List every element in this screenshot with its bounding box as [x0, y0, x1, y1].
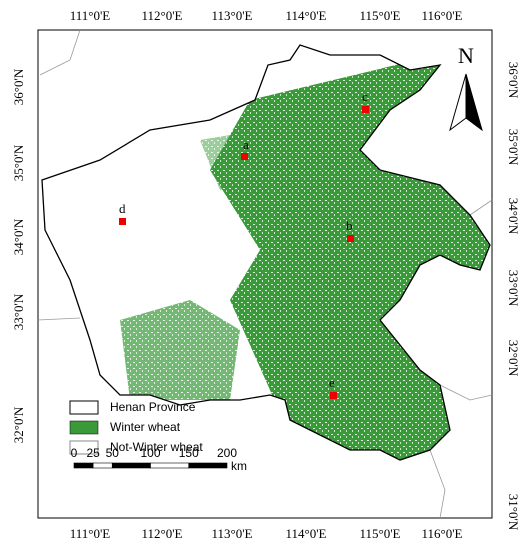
- site-marker: [241, 153, 248, 160]
- north-arrow: N: [449, 43, 483, 132]
- lon-label: 113°0'E: [212, 8, 253, 23]
- lon-label: 115°0'E: [360, 8, 401, 23]
- lon-label: 112°0'E: [142, 8, 183, 23]
- lat-label: 35°0'N: [506, 129, 521, 166]
- north-label: N: [458, 43, 474, 68]
- lat-label: 35°0'N: [11, 144, 26, 181]
- lat-label: 36°0'N: [11, 68, 26, 105]
- scale-unit: km: [231, 459, 247, 473]
- scale-tick-label: 50: [106, 446, 120, 460]
- lat-label: 31°0'N: [506, 494, 521, 531]
- lon-label: 116°0'E: [422, 526, 463, 541]
- lat-label: 34°0'N: [11, 218, 26, 255]
- lon-label: 116°0'E: [422, 8, 463, 23]
- site-marker: [119, 218, 126, 225]
- scale-segment: [150, 462, 190, 469]
- site-label: d: [119, 201, 126, 216]
- lat-label: 34°0'N: [506, 198, 521, 235]
- lon-label: 113°0'E: [212, 526, 253, 541]
- scale-tick-label: 200: [217, 446, 237, 460]
- legend: Henan Province Winter wheat Not-Winter w…: [69, 400, 203, 455]
- lat-label: 33°0'N: [11, 293, 26, 330]
- scale-tick-label: 0: [71, 446, 78, 460]
- scale-tick-label: 150: [179, 446, 199, 460]
- scale-segment: [188, 462, 228, 469]
- scale-tick-label: 25: [86, 446, 100, 460]
- scale-segment: [92, 462, 113, 469]
- site-marker: [362, 106, 369, 113]
- sites: a b c d e: [119, 89, 369, 399]
- legend-label: Henan Province: [110, 400, 196, 414]
- province-border: [41, 44, 491, 461]
- lat-label: 32°0'N: [11, 406, 26, 443]
- lon-label: 111°0'E: [70, 526, 111, 541]
- lon-label: 115°0'E: [360, 526, 401, 541]
- scale-tick-label: 100: [140, 446, 160, 460]
- site-marker: [330, 392, 337, 399]
- graticule: 111°0'E 112°0'E 113°0'E 114°0'E 115°0'E 116°0…: [11, 8, 521, 541]
- scale-segment: [73, 462, 94, 469]
- site-marker: [347, 235, 354, 242]
- site-label: c: [362, 89, 368, 104]
- neighbor-borders: [37, 29, 493, 519]
- scale-segment: [111, 462, 151, 469]
- site-label: e: [329, 375, 335, 390]
- lon-label: 114°0'E: [286, 526, 327, 541]
- legend-label: Not-Winter wheat: [110, 440, 203, 454]
- site-label: a: [243, 137, 249, 152]
- lon-label: 111°0'E: [70, 8, 111, 23]
- lon-label: 112°0'E: [142, 526, 183, 541]
- lat-label: 32°0'N: [506, 340, 521, 377]
- lon-label: 114°0'E: [286, 8, 327, 23]
- lat-label: 33°0'N: [506, 270, 521, 307]
- legend-label: Winter wheat: [110, 420, 181, 434]
- site-label: b: [346, 218, 353, 233]
- lat-label: 36°0'N: [506, 62, 521, 99]
